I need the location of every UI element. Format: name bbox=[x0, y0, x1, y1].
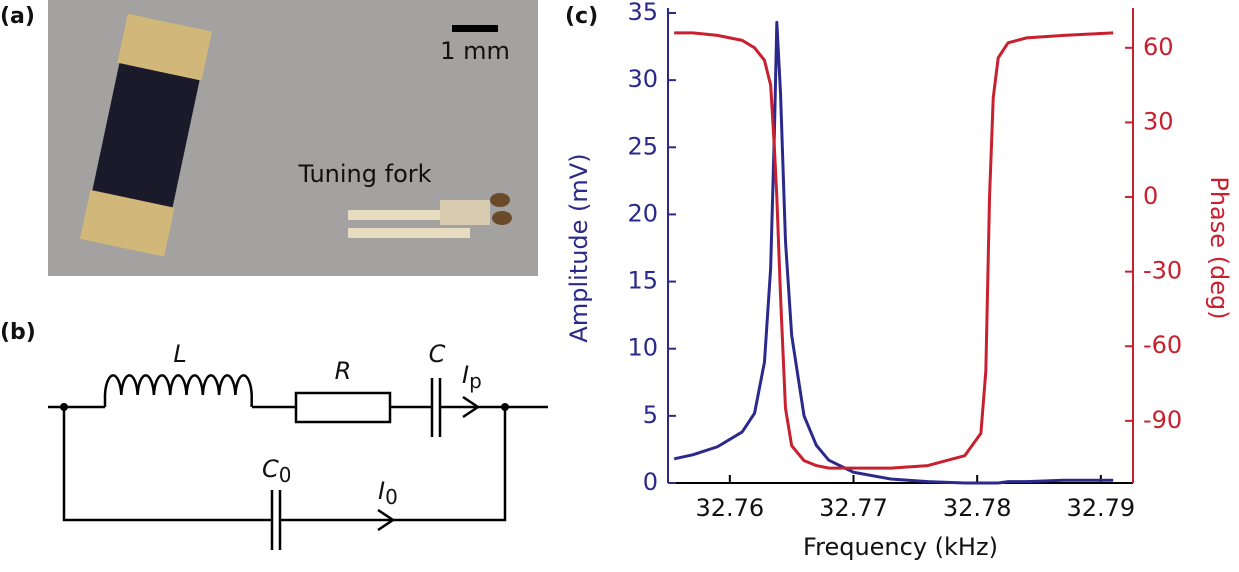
y-tick-label: 15 bbox=[627, 267, 658, 295]
y2-tick-label: 60 bbox=[1143, 33, 1174, 61]
resistor-label: R bbox=[335, 357, 352, 385]
y-tick-label: 30 bbox=[627, 65, 658, 93]
y-tick-label: 20 bbox=[627, 199, 658, 227]
caption: Tuning fork bbox=[297, 160, 431, 188]
panel-label: (c) bbox=[565, 4, 598, 29]
current0-label: I0 bbox=[378, 477, 398, 509]
y2-tick-label: -30 bbox=[1143, 257, 1182, 285]
y2-tick-label: -60 bbox=[1143, 331, 1182, 359]
chart: 32.76 32.77 32.78 32.79 0 5 10 15 20 25 30 35 -90 -60… bbox=[565, 0, 1233, 561]
tuning-fork bbox=[348, 193, 512, 238]
x-tick-label: 32.77 bbox=[819, 494, 888, 522]
capacitor0-main: C bbox=[262, 455, 279, 483]
y2-axis-label: Phase (deg) bbox=[1205, 176, 1233, 319]
panel-label: (b) bbox=[0, 320, 36, 345]
capacitor0-sub: 0 bbox=[279, 463, 292, 487]
y-axis-label: Amplitude (mV) bbox=[565, 153, 593, 342]
current0-main: I bbox=[378, 477, 385, 505]
capacitor0-label: C0 bbox=[262, 455, 292, 487]
y-tick-label: 35 bbox=[627, 0, 658, 26]
capacitor-label: C bbox=[429, 340, 446, 368]
panel-label: (a) bbox=[0, 4, 35, 29]
scale-bar bbox=[452, 25, 498, 32]
inductor-label: L bbox=[173, 340, 186, 368]
y2-tick-label: -90 bbox=[1143, 406, 1182, 434]
crystal bbox=[80, 13, 212, 257]
data-line bbox=[674, 31, 1114, 470]
x-axis-label: Frequency (kHz) bbox=[803, 533, 998, 561]
data-line bbox=[673, 20, 1114, 485]
circuit bbox=[48, 374, 548, 550]
y-tick-label: 0 bbox=[643, 468, 658, 496]
current-sub: p bbox=[469, 369, 482, 393]
y2-tick-label: 30 bbox=[1143, 107, 1174, 135]
scale-label: 1 mm bbox=[440, 37, 510, 65]
y-tick-label: 10 bbox=[627, 334, 658, 362]
x-tick-label: 32.76 bbox=[695, 494, 764, 522]
current0-sub: 0 bbox=[385, 485, 398, 509]
current-main: I bbox=[462, 361, 469, 389]
x-tick-label: 32.78 bbox=[943, 494, 1012, 522]
current-label: Ip bbox=[462, 361, 482, 393]
x-tick-label: 32.79 bbox=[1066, 494, 1135, 522]
y2-tick-label: 0 bbox=[1143, 182, 1158, 210]
y-tick-label: 5 bbox=[643, 401, 658, 429]
y-tick-label: 25 bbox=[627, 132, 658, 160]
